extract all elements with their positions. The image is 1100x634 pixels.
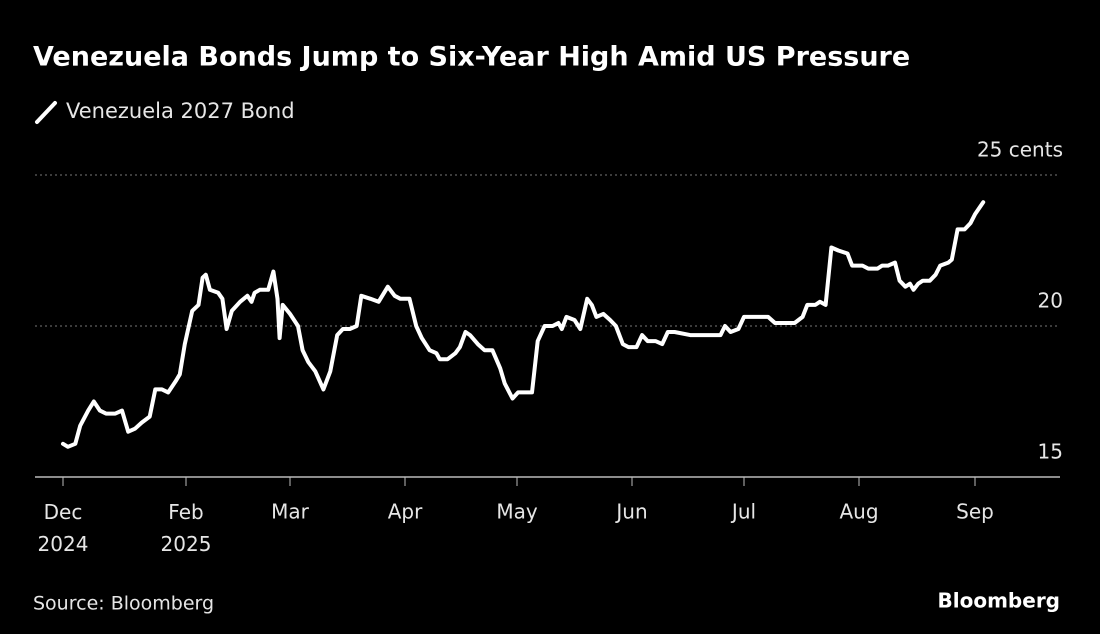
x-tick-label: Sep — [956, 500, 994, 524]
legend-swatch — [35, 101, 57, 124]
legend-label: Venezuela 2027 Bond — [66, 99, 295, 123]
chart-title: Venezuela Bonds Jump to Six-Year High Am… — [33, 42, 910, 73]
x-tick-label: Apr — [388, 500, 423, 524]
x-tick-label: Jun — [614, 500, 647, 524]
x-tick-label: Feb 2025 — [161, 500, 212, 556]
y-tick-label: 15 — [1038, 440, 1063, 464]
x-tick-label: Jul — [730, 500, 756, 524]
source: Source: Bloomberg — [33, 593, 214, 615]
x-tick-label: Dec 2024 — [38, 500, 89, 556]
line — [61, 200, 986, 449]
x-tick-label: May — [496, 500, 538, 524]
x-tick-label: Mar — [271, 500, 310, 524]
x-tick-label: Aug — [839, 500, 878, 524]
y-tick-label: 20 — [1038, 289, 1063, 313]
y-tick-label: 25 cents — [977, 138, 1063, 162]
brand: Bloomberg — [938, 589, 1060, 613]
